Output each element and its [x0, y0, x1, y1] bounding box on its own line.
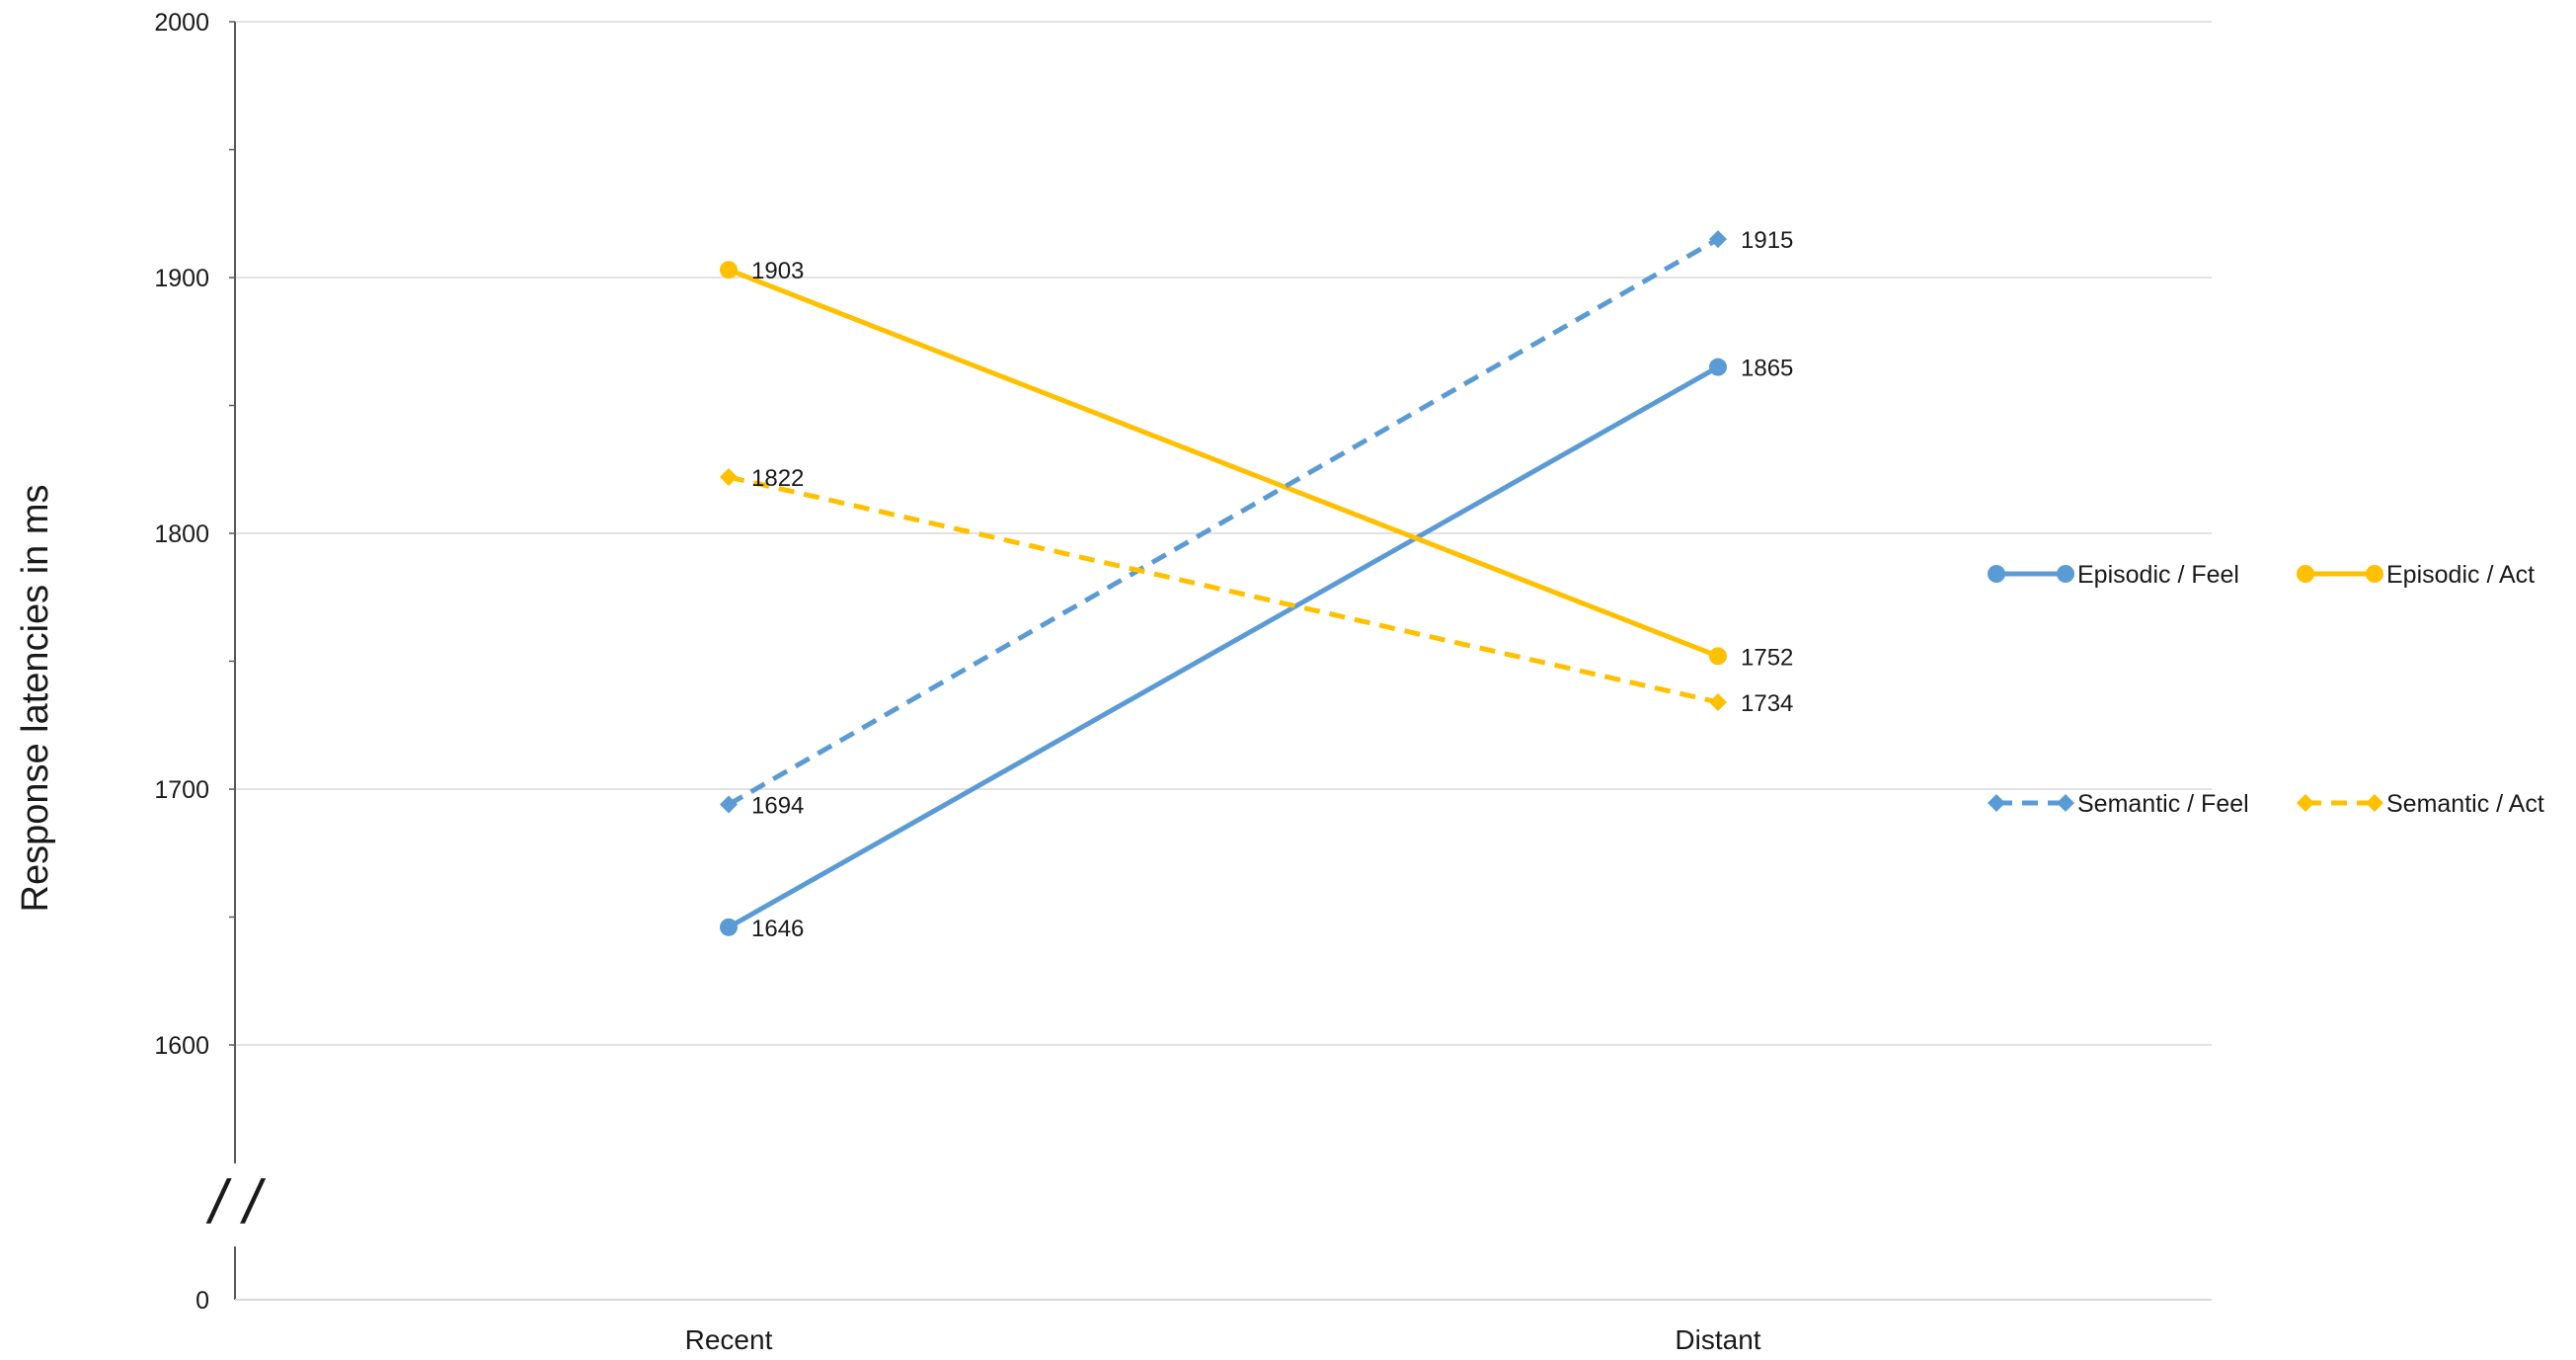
y-tick-label: 2000 — [154, 9, 209, 37]
y-tick-label: 1600 — [154, 1032, 209, 1060]
x-tick-label: Distant — [1675, 1324, 1760, 1355]
legend-label: Episodic / Act — [2386, 561, 2535, 589]
point-marker — [720, 918, 738, 936]
legend-item: Episodic / Act — [2297, 561, 2535, 589]
data-label: 1752 — [1741, 644, 1793, 671]
series-line — [728, 474, 1719, 705]
point-marker — [2297, 565, 2314, 583]
point-marker — [1709, 230, 1727, 249]
y-axis-title: Response latencies in ms — [15, 485, 56, 913]
point-marker — [2057, 794, 2074, 812]
legend-label: Semantic / Act — [2386, 790, 2544, 818]
legend[interactable]: Episodic / Feel Episodic / Act Semantic / … — [1988, 561, 2544, 818]
point-marker — [1709, 358, 1727, 376]
point-marker — [2297, 794, 2314, 812]
y-tick-label: 1700 — [154, 776, 209, 804]
legend-item: Semantic / Act — [2297, 790, 2544, 818]
legend-label: Episodic / Feel — [2077, 561, 2239, 589]
point-marker — [2366, 565, 2383, 583]
legend-label: Semantic / Feel — [2077, 790, 2249, 818]
point-marker — [2366, 794, 2383, 812]
point-marker — [720, 468, 738, 487]
y-tick-label: 0 — [195, 1287, 209, 1315]
legend-item: Episodic / Feel — [1988, 561, 2239, 589]
point-marker — [720, 795, 738, 814]
axes: 0 1600 1700 1800 1900 2000 / / Recent Distant — [154, 9, 2212, 1355]
point-marker — [1988, 794, 2005, 812]
data-label: 1865 — [1741, 356, 1793, 382]
point-marker — [1709, 647, 1727, 666]
data-label: 1646 — [751, 916, 804, 942]
point-marker — [1988, 565, 2005, 583]
data-label: 1903 — [751, 258, 804, 284]
axis-break-mark: / / — [205, 1168, 266, 1237]
point-marker — [2057, 565, 2074, 583]
data-labels: 1646 1865 1903 1752 1694 1915 1822 1734 — [751, 227, 1793, 942]
point-marker — [1709, 692, 1727, 711]
legend-item: Semantic / Feel — [1988, 790, 2249, 818]
data-label: 1694 — [751, 793, 804, 820]
series-line — [727, 236, 1720, 807]
x-tick-label: Recent — [685, 1324, 773, 1355]
data-label: 1915 — [1741, 227, 1793, 254]
series-group — [720, 230, 1727, 936]
y-tick-label: 1800 — [154, 520, 209, 548]
gridlines — [235, 21, 2212, 1301]
series-line — [727, 364, 1720, 930]
y-tick-label: 1900 — [154, 265, 209, 292]
data-label: 1822 — [751, 465, 804, 492]
point-marker — [720, 261, 738, 280]
data-label: 1734 — [1741, 690, 1793, 717]
series-line — [728, 267, 1719, 659]
